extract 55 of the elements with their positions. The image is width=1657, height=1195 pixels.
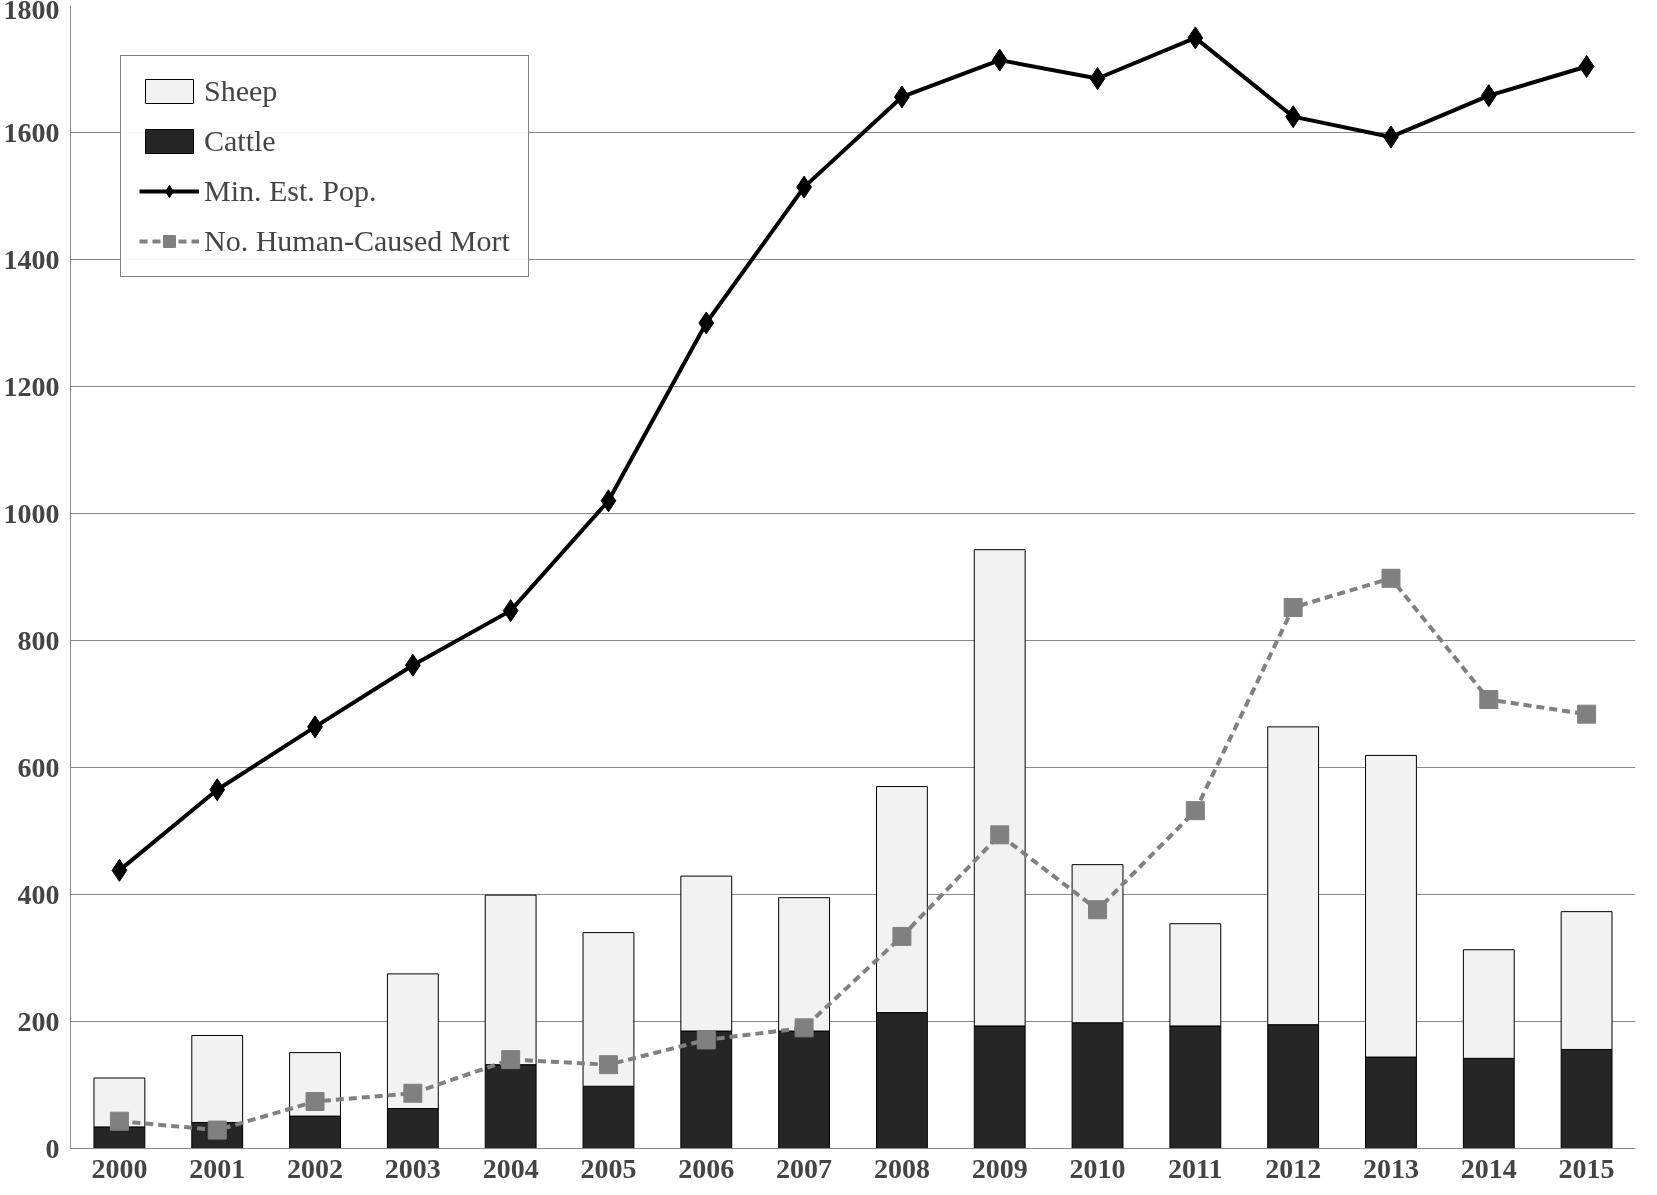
x-tick-label: 2014 bbox=[1460, 1152, 1517, 1184]
point bbox=[794, 1018, 814, 1038]
legend-label: Min. Est. Pop. bbox=[204, 174, 377, 208]
point bbox=[698, 311, 715, 335]
point bbox=[991, 48, 1008, 72]
point bbox=[1088, 900, 1108, 920]
point bbox=[1185, 801, 1205, 821]
point bbox=[696, 1030, 716, 1050]
y-tick-label: 0 bbox=[45, 1132, 60, 1164]
point bbox=[1187, 26, 1204, 50]
x-tick-label: 2000 bbox=[91, 1152, 148, 1184]
x-tick-label: 2009 bbox=[971, 1152, 1028, 1184]
point bbox=[1479, 690, 1499, 710]
x-tick-label: 2012 bbox=[1265, 1152, 1322, 1184]
y-tick-label: 600 bbox=[17, 751, 60, 783]
y-tick-label: 800 bbox=[17, 624, 60, 656]
legend-label: Cattle bbox=[204, 124, 276, 158]
point bbox=[1577, 704, 1597, 724]
y-tick-label: 1000 bbox=[3, 497, 60, 529]
x-tick-label: 2015 bbox=[1558, 1152, 1615, 1184]
y-tick-label: 200 bbox=[17, 1005, 60, 1037]
x-tick-label: 2006 bbox=[678, 1152, 735, 1184]
x-tick-label: 2005 bbox=[580, 1152, 637, 1184]
point bbox=[209, 778, 226, 802]
y-tick-label: 1600 bbox=[3, 116, 60, 148]
point bbox=[502, 599, 519, 623]
legend-label: Sheep bbox=[204, 74, 278, 108]
point bbox=[1578, 54, 1595, 78]
point bbox=[892, 926, 912, 946]
point bbox=[1480, 84, 1497, 108]
point bbox=[111, 858, 128, 882]
x-tick-label: 2007 bbox=[776, 1152, 833, 1184]
x-tick-label: 2001 bbox=[189, 1152, 246, 1184]
x-tick-label: 2004 bbox=[482, 1152, 539, 1184]
x-tick-label: 2013 bbox=[1362, 1152, 1419, 1184]
point bbox=[501, 1050, 521, 1070]
y-tick-label: 1200 bbox=[3, 370, 60, 402]
y-tick-label: 400 bbox=[17, 878, 60, 910]
x-tick-label: 2008 bbox=[873, 1152, 930, 1184]
point bbox=[109, 1111, 129, 1131]
point bbox=[990, 825, 1010, 845]
point bbox=[1089, 67, 1106, 91]
legend-label: No. Human-Caused Mort bbox=[204, 224, 510, 258]
point bbox=[1381, 568, 1401, 588]
point bbox=[1283, 597, 1303, 617]
point bbox=[305, 1092, 325, 1112]
point bbox=[598, 1055, 618, 1075]
x-tick-label: 2011 bbox=[1168, 1152, 1223, 1184]
y-tick-label: 1800 bbox=[3, 0, 60, 25]
point bbox=[403, 1083, 423, 1103]
x-tick-label: 2003 bbox=[384, 1152, 441, 1184]
point bbox=[600, 489, 617, 513]
x-tick-label: 2002 bbox=[287, 1152, 344, 1184]
y-tick-label: 1400 bbox=[3, 243, 60, 275]
x-tick-label: 2010 bbox=[1069, 1152, 1126, 1184]
